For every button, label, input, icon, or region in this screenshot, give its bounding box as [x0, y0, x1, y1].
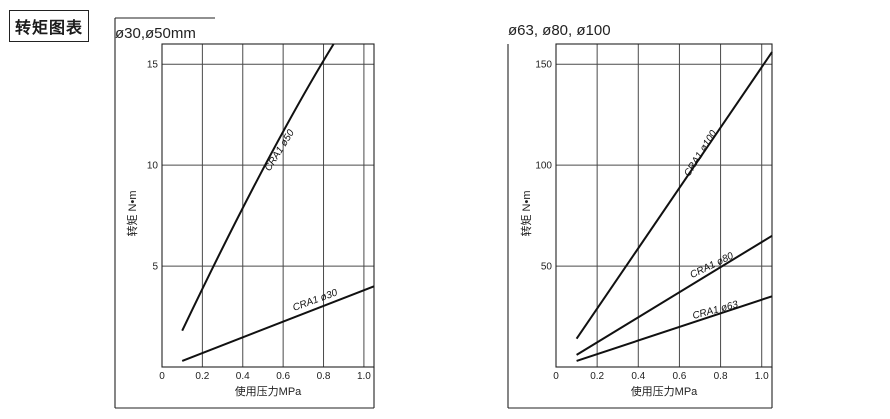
series-line: [576, 295, 773, 362]
x-tick-label: 0.8: [317, 371, 331, 382]
series-label: CRA1 ø100: [682, 128, 719, 179]
series-line: [181, 285, 375, 362]
y-tick-label: 15: [147, 60, 159, 71]
x-tick-label: 0.6: [276, 371, 290, 382]
x-tick-labels: 0 0.2 0.4 0.6 0.8 1.0: [553, 371, 769, 382]
series-label: CRA1 ø63: [691, 299, 739, 322]
x-tick-label: 1.0: [755, 371, 769, 382]
x-axis-label: 使用压力MPa: [235, 385, 302, 398]
x-tick-label: 0.8: [714, 371, 728, 382]
series-line: [575, 51, 773, 340]
chart-title: ø30,ø50mm: [115, 25, 196, 42]
y-tick-label: 10: [147, 161, 159, 172]
plot-frame: [161, 43, 375, 368]
page-title: 转矩图表: [9, 10, 89, 42]
grid: [114, 17, 375, 409]
y-tick-label: 150: [535, 60, 552, 71]
x-axis-label: 使用压力MPa: [631, 385, 698, 398]
chart-title: ø63, ø80, ø100: [508, 22, 611, 39]
x-tick-label: 1.0: [357, 371, 371, 382]
curves: [181, 43, 375, 362]
grid: [507, 44, 773, 409]
curves: [575, 51, 773, 362]
x-tick-label: 0: [553, 371, 559, 382]
y-tick-label: 5: [152, 262, 158, 273]
x-tick-label: 0.4: [631, 371, 645, 382]
x-tick-label: 0.2: [590, 371, 604, 382]
y-axis-label: 转矩 N•m: [125, 190, 139, 236]
y-tick-label: 100: [535, 161, 552, 172]
y-tick-label: 50: [541, 262, 553, 273]
x-tick-label: 0: [159, 371, 165, 382]
y-tick-labels: 50 100 150: [535, 60, 552, 273]
y-tick-labels: 5 10 15: [147, 60, 159, 273]
x-tick-label: 0.2: [195, 371, 209, 382]
series-line: [181, 43, 335, 332]
y-axis-label: 转矩 N•m: [519, 190, 533, 236]
plot-frame: [555, 43, 773, 368]
x-tick-label: 0.4: [236, 371, 250, 382]
series-line: [576, 234, 773, 356]
x-tick-labels: 0 0.2 0.4 0.6 0.8 1.0: [159, 371, 371, 382]
x-tick-label: 0.6: [672, 371, 686, 382]
